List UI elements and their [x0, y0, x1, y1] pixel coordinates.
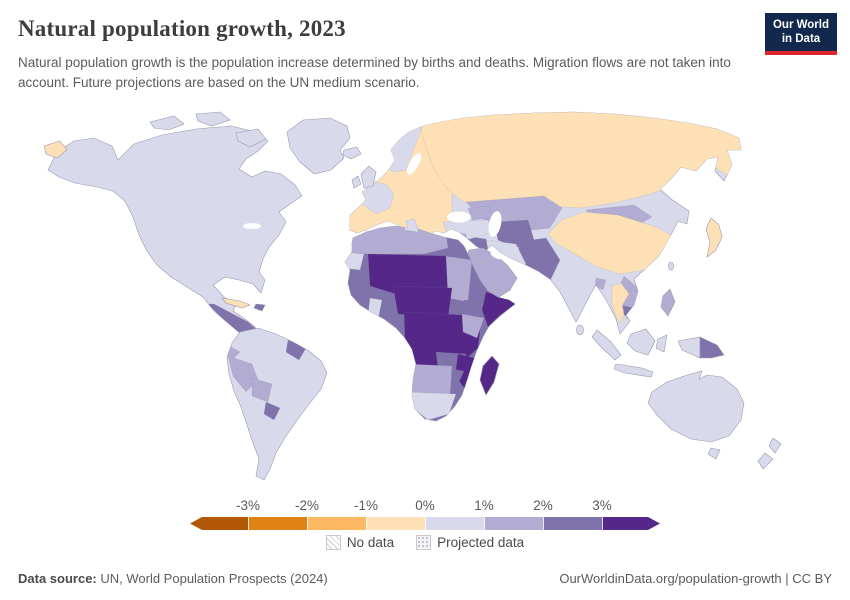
- region-paraguay[interactable]: [263, 401, 281, 421]
- region-bolivia[interactable]: [251, 377, 273, 403]
- owid-logo[interactable]: Our World in Data: [765, 13, 837, 55]
- region-arctic-islands[interactable]: [235, 128, 267, 148]
- legend-segment-neg3-neg2[interactable]: [248, 517, 307, 530]
- region-caucasus[interactable]: [467, 205, 493, 221]
- color-legend: -3% -2% -1% 0% 1% 2% 3% No data P: [190, 498, 660, 554]
- legend-tick: 3%: [592, 498, 612, 513]
- sea-caspian: [488, 211, 502, 237]
- legend-segment-below-neg3[interactable]: [190, 517, 248, 530]
- region-tasmania[interactable]: [707, 447, 721, 460]
- chart-footer: Data source: UN, World Population Prospe…: [0, 571, 850, 586]
- no-data-key[interactable]: No data: [325, 535, 395, 550]
- legend-tick: 2%: [533, 498, 553, 513]
- region-western-sahara[interactable]: [342, 251, 365, 271]
- sea-black-sea: [447, 211, 471, 223]
- footer-link[interactable]: OurWorldinData.org/population-growth | C…: [559, 571, 832, 586]
- region-java[interactable]: [613, 363, 654, 378]
- region-sulawesi[interactable]: [655, 334, 668, 353]
- legend-tick: 0%: [415, 498, 435, 513]
- no-data-swatch-icon: [325, 535, 341, 550]
- region-cuba[interactable]: [221, 297, 251, 309]
- world-map: [0, 108, 850, 493]
- projected-data-key[interactable]: Projected data: [416, 535, 524, 550]
- sea-baltic: [406, 153, 422, 175]
- region-philippines[interactable]: [660, 288, 676, 317]
- region-chukotka[interactable]: [43, 140, 68, 159]
- chart-subtitle: Natural population growth is the populat…: [18, 55, 731, 91]
- region-borneo[interactable]: [626, 328, 656, 356]
- owid-logo-line1: Our World: [772, 19, 829, 31]
- region-bangladesh[interactable]: [594, 277, 607, 291]
- legend-segment-1-2[interactable]: [484, 517, 543, 530]
- region-madagascar[interactable]: [479, 355, 500, 396]
- region-arctic-islands[interactable]: [149, 115, 185, 131]
- region-uk[interactable]: [360, 165, 377, 189]
- data-source-note: Data source: UN, World Population Prospe…: [18, 571, 328, 586]
- legend-tick: 1%: [474, 498, 494, 513]
- region-new-zealand[interactable]: [757, 452, 774, 470]
- legend-extra-keys: No data Projected data: [190, 535, 660, 550]
- region-south-africa[interactable]: [407, 391, 457, 421]
- region-greenland[interactable]: [286, 117, 351, 175]
- region-sumatra[interactable]: [591, 329, 622, 361]
- legend-tick: -1%: [353, 498, 379, 513]
- no-data-label: No data: [346, 535, 395, 550]
- region-arctic-islands[interactable]: [195, 111, 231, 127]
- projected-data-label: Projected data: [437, 535, 525, 550]
- region-japan[interactable]: [705, 217, 723, 258]
- region-taiwan[interactable]: [668, 261, 674, 271]
- legend-segment-neg2-neg1[interactable]: [307, 517, 366, 530]
- region-kazakhstan[interactable]: [465, 195, 563, 233]
- data-source-label: Data source:: [18, 571, 97, 586]
- region-ireland[interactable]: [351, 175, 362, 189]
- region-hispaniola[interactable]: [253, 303, 266, 312]
- region-namibia-botswana[interactable]: [407, 363, 453, 397]
- legend-segment-0-1[interactable]: [425, 517, 484, 530]
- region-australia[interactable]: [647, 370, 745, 443]
- region-sri-lanka[interactable]: [576, 324, 584, 336]
- legend-tick-labels: -3% -2% -1% 0% 1% 2% 3%: [190, 498, 660, 515]
- legend-tick: -3%: [235, 498, 261, 513]
- legend-segment-neg1-0[interactable]: [366, 517, 425, 530]
- region-south-america[interactable]: [226, 327, 328, 481]
- legend-segment-2-3[interactable]: [543, 517, 602, 530]
- projected-data-swatch-icon: [416, 535, 432, 550]
- region-png-east[interactable]: [699, 336, 725, 359]
- data-source-text: UN, World Population Prospects (2024): [96, 571, 328, 586]
- page-title: Natural population growth, 2023: [18, 16, 346, 41]
- region-png-west[interactable]: [677, 336, 701, 359]
- sea-persian-gulf: [490, 250, 504, 260]
- owid-logo-line2: in Data: [781, 33, 821, 46]
- legend-color-bar: [190, 517, 660, 530]
- region-kenya[interactable]: [461, 313, 485, 339]
- legend-segment-above-3[interactable]: [602, 517, 660, 530]
- region-north-america[interactable]: [47, 125, 303, 343]
- region-new-zealand[interactable]: [768, 437, 782, 454]
- region-iceland[interactable]: [342, 146, 362, 160]
- region-russia[interactable]: [417, 112, 748, 213]
- lake-great-lakes: [243, 223, 261, 229]
- legend-tick: -2%: [294, 498, 320, 513]
